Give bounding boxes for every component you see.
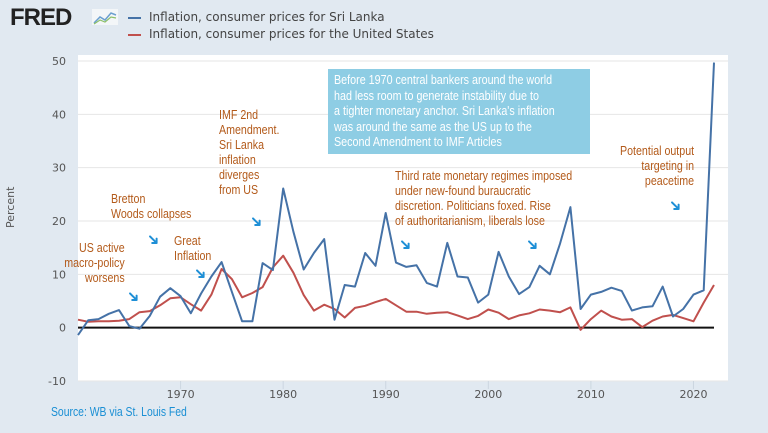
annotation-line: of authoritarianism, liberals lose (395, 213, 545, 228)
legend-label: Inflation, consumer prices for Sri Lanka (149, 10, 385, 24)
legend-label: Inflation, consumer prices for the Unite… (149, 27, 434, 41)
source-note: Source: WB via St. Louis Fed (51, 404, 187, 419)
annotation-imf-amendment: IMF 2nd Amendment. Sri Lanka inflation d… (219, 107, 279, 197)
y-tick-label: 50 (52, 55, 66, 68)
fred-chart-icon (92, 9, 118, 25)
fred-logo: FRED (10, 4, 72, 31)
note-box: Before 1970 central bankers around the w… (328, 69, 590, 154)
note-line: had less room to generate instability du… (334, 88, 539, 103)
annotation-us-active: US active macro-policy worsens (62, 240, 125, 285)
x-tick-label: 1990 (372, 388, 400, 401)
series-line-sri-lanka (77, 62, 715, 336)
annotation-line: diverges (219, 167, 260, 182)
annotation-line: under new-found buraucratic (395, 183, 531, 198)
annotation-great-inflation: Great Inflation (174, 233, 211, 263)
legend-swatch (128, 16, 141, 19)
annotation-line: Potential output (620, 143, 695, 158)
annotation-line: from US (219, 182, 259, 197)
note-line: was around the same as the US up to the (334, 119, 532, 134)
legend: Inflation, consumer prices for Sri Lanka… (128, 9, 434, 43)
x-tick-label: 2020 (679, 388, 707, 401)
annotation-line: IMF 2nd (219, 107, 259, 122)
annotation-third-rate-regimes: Third rate monetary regimes imposed unde… (395, 168, 572, 228)
y-tick-label: 20 (52, 215, 66, 228)
y-tick-label: 0 (59, 322, 66, 335)
annotation-line: macro-policy (64, 255, 125, 270)
series-line-united-states (77, 254, 715, 331)
annotation-line: Third rate monetary regimes imposed (395, 168, 573, 183)
annotation-line: targeting in (641, 158, 695, 173)
legend-item-sri-lanka[interactable]: Inflation, consumer prices for Sri Lanka (128, 9, 434, 26)
annotation-line: Bretton (111, 191, 146, 206)
y-axis-label: Percent (4, 186, 17, 228)
annotation-line: worsens (84, 270, 125, 285)
annotation-line: Inflation (174, 248, 212, 263)
annotation-line: Woods collapses (111, 206, 192, 221)
annotation-line: discretion. Politicians foxed. Rise (395, 198, 551, 213)
annotation-line: US active (79, 240, 125, 255)
annotation-bretton-woods: Bretton Woods collapses (111, 191, 191, 221)
x-tick-label: 1970 (167, 388, 195, 401)
note-line: Before 1970 central bankers around the w… (334, 73, 553, 87)
annotation-line: peacetime (644, 173, 695, 188)
annotation-line: Great (174, 233, 201, 248)
annotation-line: Sri Lanka (219, 137, 265, 152)
note-line: Second Amendment to IMF Articles (334, 135, 502, 149)
legend-swatch (128, 33, 141, 36)
annotation-potential-output: Potential output targeting in peacetime (620, 143, 694, 188)
y-tick-label: 30 (52, 162, 66, 175)
y-tick-label: 40 (52, 108, 66, 121)
note-line: a tighter monetary anchor. Sri Lanka's i… (334, 104, 555, 118)
y-tick-label: 10 (52, 268, 66, 281)
x-tick-label: 2000 (474, 388, 502, 401)
x-tick-label: 2010 (577, 388, 605, 401)
x-tick-label: 1980 (269, 388, 297, 401)
annotation-line: inflation (219, 152, 256, 167)
y-tick-label: -10 (48, 375, 66, 388)
annotation-line: Amendment. (219, 122, 280, 137)
legend-item-united-states[interactable]: Inflation, consumer prices for the Unite… (128, 26, 434, 43)
